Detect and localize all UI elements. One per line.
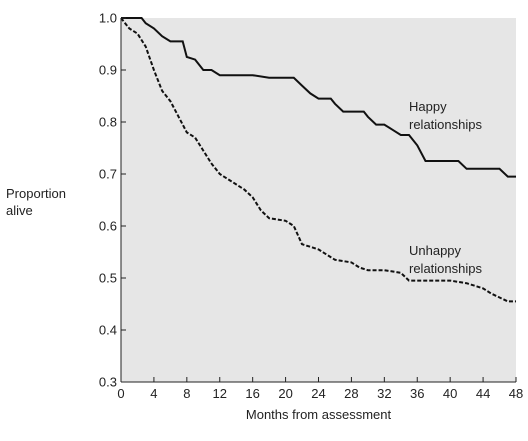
- series-line-happy: [121, 17, 516, 178]
- x-tick-label: 32: [377, 386, 391, 401]
- y-tick-label: 0.4: [99, 323, 117, 338]
- y-axis-label: Proportion alive: [6, 186, 70, 218]
- x-tick-label: 20: [278, 386, 292, 401]
- y-tick-label: 0.5: [99, 271, 117, 286]
- x-tick-label: 4: [150, 386, 157, 401]
- x-tick-label: 24: [311, 386, 325, 401]
- x-tick-label: 44: [476, 386, 490, 401]
- y-axis-ticks: 0.3 0.4 0.5 0.6 0.7 0.8 0.9 1.0: [99, 11, 126, 390]
- x-axis-label: Months from assessment: [246, 407, 392, 422]
- x-tick-label: 8: [183, 386, 190, 401]
- x-tick-label: 36: [410, 386, 424, 401]
- x-axis-ticks: 0 4 8 12 16 20 24 28 32 36 40 44 48: [117, 377, 523, 401]
- y-axis-label-line-1: Proportion: [6, 186, 66, 201]
- series-label-happy-line-2: relationships: [409, 117, 482, 132]
- y-tick-label: 0.9: [99, 63, 117, 78]
- series-label-unhappy-line-1: Unhappy: [409, 243, 462, 258]
- y-tick-label: 0.3: [99, 375, 117, 390]
- x-tick-label: 48: [509, 386, 523, 401]
- y-axis-label-line-2: alive: [6, 203, 33, 218]
- y-tick-label: 0.8: [99, 115, 117, 130]
- x-tick-label: 28: [344, 386, 358, 401]
- x-tick-label: 0: [117, 386, 124, 401]
- series-label-happy: Happy relationships: [409, 99, 482, 132]
- y-tick-label: 0.7: [99, 167, 117, 182]
- y-tick-label: 1.0: [99, 11, 117, 26]
- plot-background: [121, 18, 516, 382]
- series-line-unhappy: [120, 17, 516, 303]
- x-tick-label: 12: [213, 386, 227, 401]
- x-tick-label: 16: [245, 386, 259, 401]
- x-tick-label: 40: [443, 386, 457, 401]
- series-label-unhappy: Unhappy relationships: [409, 243, 482, 276]
- series-layer: [120, 17, 516, 303]
- series-label-unhappy-line-2: relationships: [409, 261, 482, 276]
- y-tick-label: 0.6: [99, 219, 117, 234]
- series-label-happy-line-1: Happy: [409, 99, 447, 114]
